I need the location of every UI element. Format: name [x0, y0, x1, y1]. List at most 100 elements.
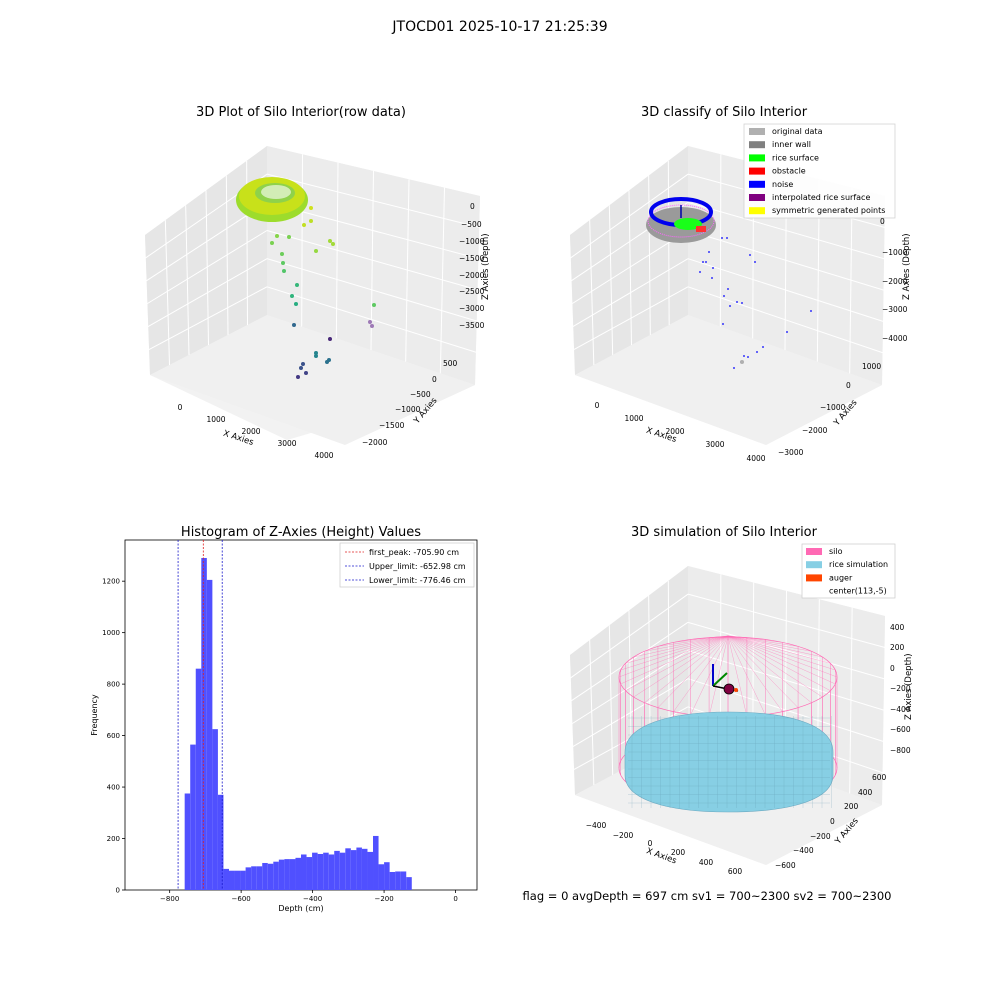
y-tick: 200 — [844, 802, 859, 811]
grid-line — [266, 258, 481, 323]
z-tick: −4000 — [882, 334, 908, 343]
scatter-point — [762, 346, 764, 348]
histogram-bar — [251, 866, 257, 890]
histogram-bar — [201, 558, 207, 890]
scatter-point — [328, 239, 332, 243]
plot-area — [124, 539, 478, 891]
y-tick: −400 — [793, 846, 814, 855]
y-tick-label: 600 — [107, 732, 120, 740]
z-tick: −500 — [461, 220, 482, 229]
scatter-point — [722, 323, 724, 325]
scatter-point — [314, 351, 318, 355]
y-tick: −600 — [775, 861, 796, 870]
histogram-bar — [212, 729, 218, 890]
scatter-point — [810, 310, 812, 312]
histogram-bar — [406, 877, 412, 890]
histogram-bar — [284, 859, 290, 890]
x-tick: 600 — [728, 867, 743, 876]
scatter-point — [287, 235, 291, 239]
histogram-bar — [206, 579, 213, 890]
z-tick: −2000 — [459, 271, 485, 280]
z-tick: −1000 — [459, 237, 485, 246]
z-tick: 0 — [470, 202, 475, 211]
scatter-point — [741, 302, 743, 304]
x-tick-label: −600 — [232, 895, 251, 903]
scatter-point — [711, 277, 713, 279]
grid-line — [185, 205, 190, 356]
histogram-bar — [334, 850, 340, 890]
legend-swatch — [749, 180, 765, 188]
grid-line — [144, 286, 268, 353]
scatter-point — [325, 360, 329, 364]
y-tick: −3000 — [778, 448, 804, 457]
histogram-bar — [190, 744, 196, 890]
legend-swatch — [749, 154, 765, 162]
scatter-point — [299, 366, 303, 370]
y-tick: 400 — [858, 788, 873, 797]
scatter-point — [295, 283, 299, 287]
scatter-point — [275, 234, 279, 238]
scatter-point — [749, 254, 751, 256]
scatter-point — [756, 351, 758, 353]
histogram-bar — [245, 867, 252, 890]
x-tick: −400 — [586, 821, 607, 830]
histogram-bar — [195, 668, 202, 890]
histogram-bar — [350, 850, 357, 890]
panel-title: Histogram of Z-Axies (Height) Values — [181, 525, 421, 540]
scatter-point — [736, 301, 738, 303]
x-tick: 2000 — [665, 427, 684, 436]
y-tick-label: 0 — [116, 887, 120, 895]
z-axis-label: Z Axies (Depth) — [902, 233, 912, 300]
legend-swatch — [749, 207, 765, 215]
grid-line — [687, 650, 886, 711]
legend-label: symmetric generated points — [772, 206, 885, 215]
y-tick: 600 — [872, 773, 887, 782]
scatter-point — [743, 355, 745, 357]
grid-line — [144, 258, 268, 329]
legend-swatch — [749, 141, 765, 149]
panel-histogram: Histogram of Z-Axies (Height) Values −80… — [90, 525, 478, 913]
z-tick: −2500 — [459, 287, 485, 296]
scatter-point — [723, 295, 725, 297]
z-tick: 400 — [890, 623, 905, 632]
grid-line — [687, 258, 886, 323]
y-tick-label: 800 — [107, 681, 120, 689]
grid-line — [849, 607, 853, 794]
scatter-point — [280, 252, 284, 256]
histogram-bar — [228, 870, 235, 890]
y-tick: 0 — [432, 375, 437, 384]
x-axis-label: Depth (cm) — [278, 904, 323, 913]
scatter-point — [747, 356, 749, 358]
histogram-bar — [345, 848, 351, 890]
histogram-bar — [367, 851, 374, 890]
y-tick-label: 400 — [107, 784, 120, 792]
x-tick-label: −400 — [303, 895, 322, 903]
scatter-point — [712, 267, 714, 269]
histogram-bar — [312, 852, 318, 890]
histogram-bar — [278, 859, 285, 890]
scatter-point — [282, 269, 286, 273]
x-tick: 0 — [178, 403, 183, 412]
legend-simulation: silo rice simulation auger center(113,-5) — [801, 543, 896, 599]
grid-line — [439, 187, 445, 374]
histogram-bar — [400, 871, 407, 890]
histogram-bar — [356, 847, 362, 890]
histogram-bar — [217, 794, 224, 890]
histogram-bar — [373, 835, 379, 890]
scatter-point — [733, 367, 735, 369]
panel-raw-data: 3D Plot of Silo Interior(row data) 0 100… — [144, 105, 491, 460]
histogram-bar — [223, 868, 229, 890]
y-tick: −500 — [410, 390, 431, 399]
z-tick: 200 — [890, 643, 905, 652]
figure-suptitle: JTOCD01 2025-10-17 21:25:39 — [391, 19, 607, 35]
z-tick: −400 — [890, 705, 911, 714]
y-tick: 0 — [830, 817, 835, 826]
z-tick: −3500 — [459, 321, 485, 330]
histogram-bar — [240, 870, 246, 890]
legend-swatch — [749, 167, 765, 175]
scatter-point — [368, 320, 372, 324]
grid-line — [225, 175, 229, 336]
scatter-point — [302, 223, 306, 227]
histogram-bar — [289, 859, 296, 890]
y-tick: −2000 — [802, 426, 828, 435]
